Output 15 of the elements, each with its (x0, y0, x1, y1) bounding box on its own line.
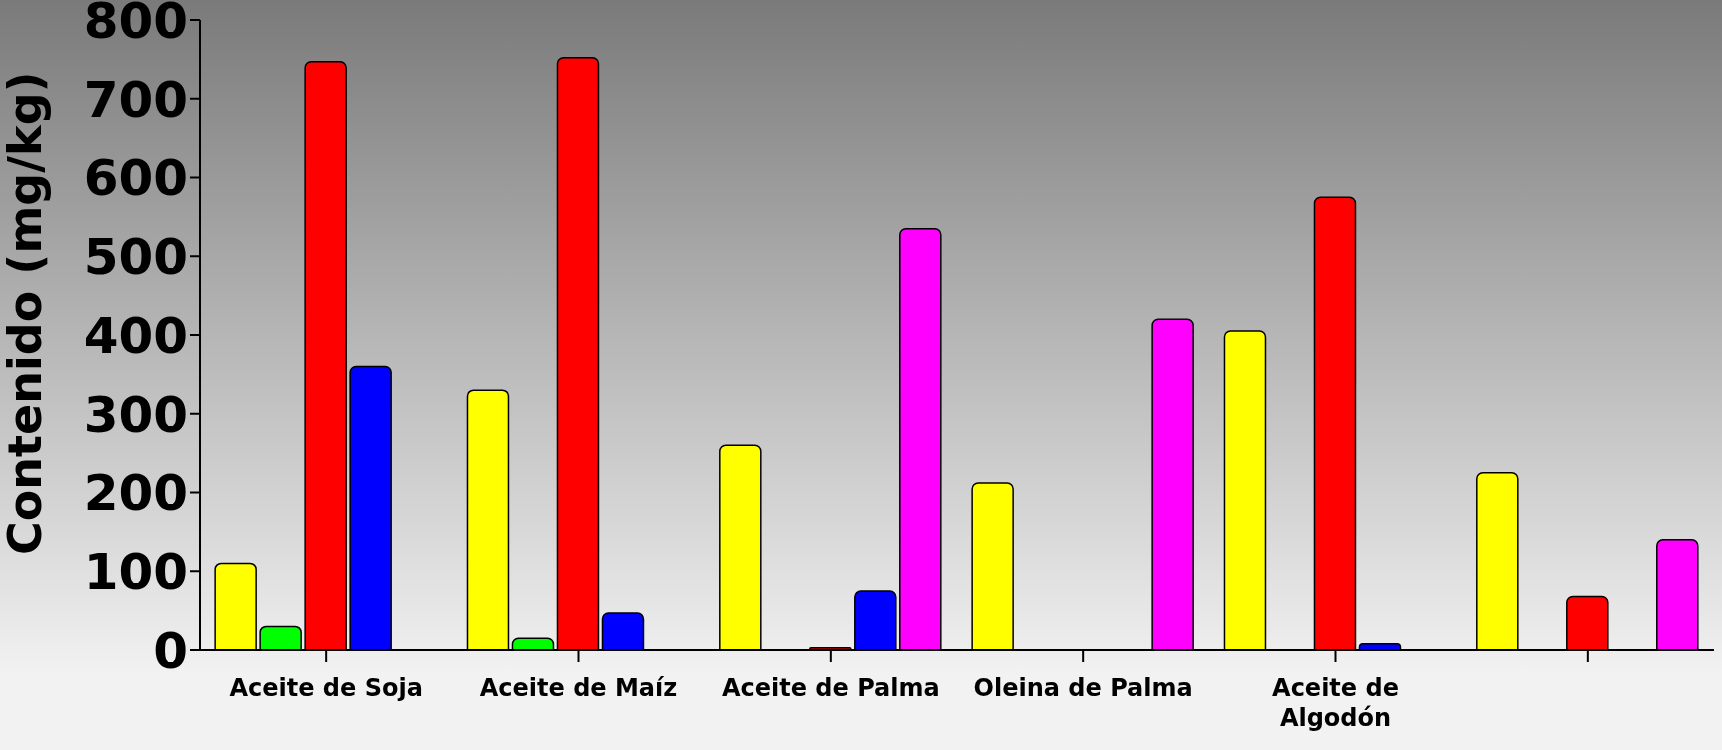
y-tick-label: 100 (83, 543, 188, 601)
y-tick-label: 600 (83, 149, 188, 208)
x-tick-label: Oleina de Palma (973, 674, 1193, 702)
x-tick-label: Aceite de Maíz (479, 674, 678, 702)
x-tick-label: Aceite de Algodón (1272, 674, 1399, 732)
y-axis-title: Contenido (mg/kg) (0, 71, 53, 555)
x-tick-label: Aceite de Soja (229, 674, 423, 702)
y-tick-label: 800 (83, 0, 188, 50)
y-tick-label: 0 (153, 621, 188, 680)
y-tick-label: 300 (83, 385, 188, 444)
x-tick-label: Aceite de Palma (721, 674, 940, 702)
y-tick-label: 200 (83, 464, 188, 523)
y-tick-label: 400 (83, 306, 188, 365)
y-tick-label: 500 (83, 228, 188, 286)
y-tick-label: 700 (83, 70, 188, 129)
